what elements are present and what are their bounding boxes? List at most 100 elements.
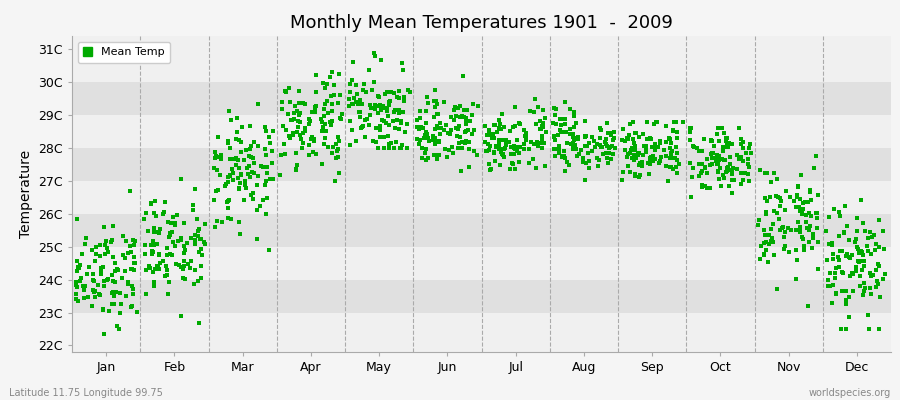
Point bbox=[557, 168, 572, 174]
Point bbox=[151, 230, 166, 236]
Point bbox=[374, 133, 388, 140]
Point bbox=[97, 224, 112, 231]
Point bbox=[801, 198, 815, 205]
Point bbox=[554, 122, 568, 128]
Point bbox=[295, 145, 310, 151]
Point bbox=[325, 69, 339, 76]
Point bbox=[92, 291, 106, 297]
Point bbox=[509, 144, 524, 150]
Point bbox=[769, 193, 783, 200]
Point bbox=[552, 143, 566, 149]
Bar bbox=[72, 312, 891, 346]
Point bbox=[459, 138, 473, 144]
Point bbox=[557, 129, 572, 135]
Point bbox=[848, 239, 862, 245]
Point bbox=[764, 234, 778, 241]
Point bbox=[442, 147, 456, 153]
Point bbox=[160, 218, 175, 225]
Point bbox=[211, 187, 225, 193]
Point bbox=[439, 154, 454, 160]
Point bbox=[663, 136, 678, 142]
Point bbox=[277, 88, 292, 94]
Point bbox=[536, 136, 550, 143]
Point bbox=[767, 207, 781, 214]
Point bbox=[302, 152, 316, 158]
Point bbox=[227, 156, 241, 162]
Point bbox=[91, 282, 105, 288]
Point bbox=[432, 152, 446, 158]
Point bbox=[113, 310, 128, 316]
Point bbox=[757, 240, 771, 246]
Point bbox=[493, 121, 508, 128]
Point bbox=[776, 224, 790, 230]
Point bbox=[558, 116, 572, 122]
Point bbox=[825, 250, 840, 257]
Point bbox=[798, 219, 813, 225]
Point bbox=[453, 103, 467, 109]
Point bbox=[759, 247, 773, 253]
Point bbox=[670, 157, 685, 163]
Point bbox=[773, 195, 788, 201]
Point bbox=[383, 89, 398, 96]
Point bbox=[309, 151, 323, 157]
Point bbox=[582, 165, 597, 172]
Point bbox=[546, 120, 561, 126]
Point bbox=[494, 151, 508, 157]
Point bbox=[692, 148, 706, 155]
Point bbox=[720, 168, 734, 174]
Point bbox=[104, 300, 119, 307]
Point bbox=[105, 254, 120, 260]
Point bbox=[394, 142, 409, 148]
Point bbox=[825, 255, 840, 262]
Text: worldspecies.org: worldspecies.org bbox=[809, 388, 891, 398]
Point bbox=[325, 150, 339, 156]
Point bbox=[706, 150, 720, 156]
Point bbox=[633, 172, 647, 178]
Point bbox=[210, 153, 224, 160]
Point bbox=[174, 312, 188, 319]
Point bbox=[157, 208, 171, 215]
Point bbox=[412, 137, 427, 143]
Point bbox=[392, 95, 406, 101]
Point bbox=[741, 160, 755, 167]
Point bbox=[558, 99, 572, 105]
Point bbox=[166, 214, 180, 220]
Point bbox=[562, 106, 577, 112]
Point bbox=[431, 138, 446, 145]
Point bbox=[759, 210, 773, 217]
Point bbox=[700, 155, 715, 162]
Point bbox=[429, 98, 444, 104]
Point bbox=[806, 235, 820, 241]
Point bbox=[824, 300, 839, 306]
Point bbox=[517, 141, 531, 148]
Point bbox=[428, 104, 443, 110]
Point bbox=[93, 253, 107, 259]
Point bbox=[350, 91, 365, 98]
Point bbox=[760, 170, 774, 176]
Point bbox=[724, 190, 739, 196]
Point bbox=[208, 148, 222, 155]
Point bbox=[644, 153, 659, 160]
Point bbox=[576, 159, 590, 166]
Point bbox=[876, 276, 890, 282]
Point bbox=[397, 94, 411, 100]
Point bbox=[579, 159, 593, 166]
Point bbox=[168, 243, 183, 250]
Point bbox=[536, 107, 551, 114]
Point bbox=[316, 124, 330, 131]
Point bbox=[342, 142, 356, 148]
Point bbox=[148, 197, 162, 204]
Point bbox=[725, 167, 740, 173]
Point bbox=[863, 229, 878, 236]
Point bbox=[104, 272, 119, 278]
Point bbox=[558, 155, 572, 161]
Point bbox=[150, 263, 165, 269]
Point bbox=[671, 161, 686, 168]
Point bbox=[234, 139, 248, 146]
Point bbox=[845, 252, 859, 258]
Point bbox=[358, 89, 373, 96]
Point bbox=[459, 115, 473, 121]
Point bbox=[704, 151, 718, 157]
Point bbox=[86, 303, 100, 309]
Point bbox=[665, 127, 680, 133]
